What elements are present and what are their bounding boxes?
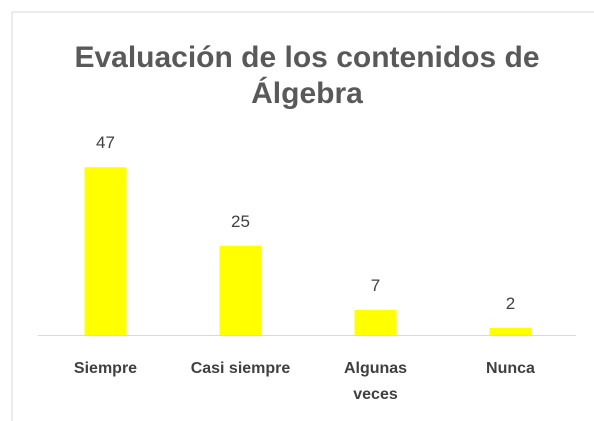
x-tick-label: Algunas veces	[343, 360, 408, 403]
chart-title: Evaluación de los contenidos de Álgebra	[74, 41, 540, 110]
data-label: 25	[231, 211, 250, 231]
bar	[354, 310, 397, 335]
x-tick-label: Casi siempre	[190, 360, 291, 377]
bar	[219, 245, 262, 335]
data-label: 2	[505, 293, 516, 313]
data-label: 7	[370, 276, 381, 295]
bar	[489, 327, 532, 335]
bar	[84, 167, 127, 335]
x-tick-label: Siempre	[73, 360, 138, 377]
data-label: 47	[96, 133, 115, 153]
x-tick-label: Nunca	[486, 360, 535, 377]
